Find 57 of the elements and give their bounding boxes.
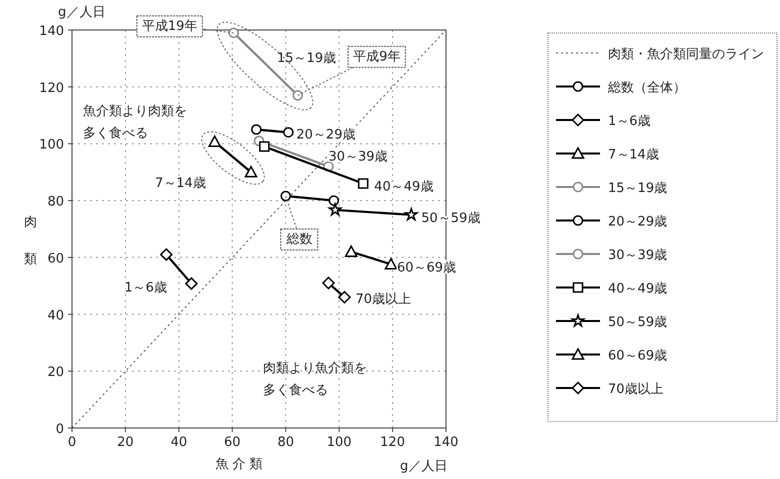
x-axis-title: 魚 介 類	[215, 457, 263, 472]
annotation: 15～19歳	[277, 51, 336, 66]
y-tick-label: 100	[39, 138, 64, 153]
point	[328, 195, 340, 206]
point	[292, 90, 303, 101]
y-tick-label: 60	[47, 251, 64, 266]
y-tick-label: 80	[47, 194, 64, 210]
x-tick-label: 40	[170, 435, 188, 450]
point	[404, 208, 418, 220]
annotation: 1～6歳	[124, 280, 167, 296]
text: g／人日	[58, 5, 106, 20]
x-tick-label: 20	[117, 435, 134, 450]
point	[338, 290, 351, 304]
point	[228, 28, 239, 38]
annotation: 平成9年	[353, 49, 400, 64]
point	[185, 277, 198, 290]
point	[251, 124, 262, 135]
annotation: 平成19年	[142, 18, 198, 34]
annotation: 総数	[286, 232, 313, 248]
annotation: 魚介類より肉類を多く食べる	[83, 104, 187, 141]
legend-label: 30～39歳	[608, 248, 668, 263]
y-tick-label: 40	[47, 308, 64, 324]
point	[283, 127, 294, 138]
annotation: 肉類より魚介類を多く食べる	[263, 361, 367, 398]
y-tick-label: 120	[39, 80, 64, 96]
annotation: 20～29歳	[296, 127, 356, 142]
point	[259, 141, 270, 152]
x-tick-label: 120	[380, 435, 405, 450]
legend-label: 1～6歳	[608, 114, 651, 129]
x-tick-label: 0	[68, 435, 76, 450]
point	[358, 178, 368, 189]
legend-label: 40～49歳	[608, 282, 668, 296]
legend-label: 60～69歳	[608, 348, 668, 364]
legend-label: 15～19歳	[608, 181, 668, 196]
x-tick-label: 80	[277, 435, 294, 450]
point	[160, 248, 173, 261]
legend-label: 70歳以上	[608, 382, 664, 397]
y-tick-label: 0	[56, 422, 64, 437]
legend-label: 7～14歳	[608, 148, 659, 162]
y-tick-label: 20	[47, 365, 64, 380]
text: g／人日	[400, 459, 448, 474]
legend-label: 20～29歳	[608, 214, 668, 230]
annotation: 30～39歳	[328, 149, 388, 164]
point	[280, 190, 291, 202]
annotation: 7～14歳	[155, 176, 206, 191]
x-tick-label: 100	[326, 435, 352, 450]
y-tick-label: 140	[39, 24, 64, 39]
legend-label: 総数（全体）	[607, 80, 686, 96]
x-tick-label: 140	[434, 435, 458, 450]
annotation: 70歳以上	[355, 292, 412, 308]
y-axis-title: 肉類	[22, 205, 38, 277]
legend-label: 50～59歳	[608, 315, 668, 330]
x-tick-label: 60	[224, 435, 241, 450]
point	[322, 276, 335, 290]
legend-label: 肉類・魚介類同量のライン	[608, 47, 764, 62]
point	[328, 203, 342, 216]
annotation: 40～49歳	[374, 180, 434, 195]
